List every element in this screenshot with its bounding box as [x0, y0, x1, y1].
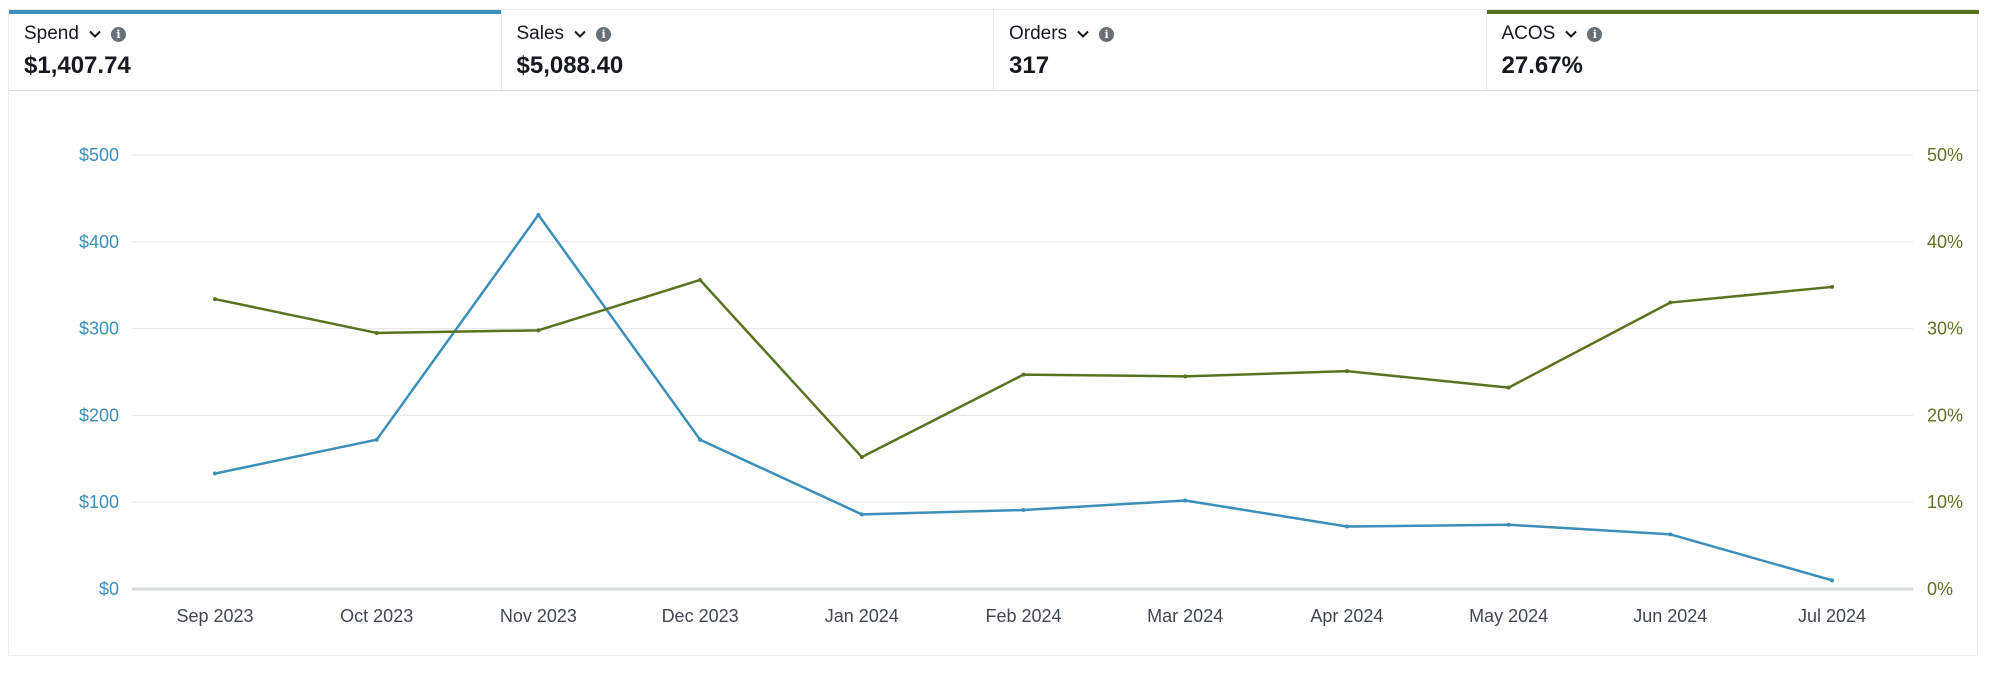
data-point-acos: [213, 297, 217, 302]
chevron-down-icon[interactable]: [87, 26, 103, 42]
metric-spend[interactable]: Spend i $1,407.74: [9, 10, 502, 90]
x-tick-label: Apr 2024: [1310, 606, 1383, 626]
data-point-acos: [1830, 284, 1834, 289]
x-tick-label: Feb 2024: [985, 606, 1061, 626]
data-point-spend: [536, 212, 541, 217]
info-icon[interactable]: i: [110, 26, 126, 42]
x-tick-label: Dec 2023: [662, 606, 739, 626]
metric-acos-value: 27.67%: [1501, 52, 1583, 79]
data-point-spend: [698, 437, 703, 442]
y-right-tick-label: 0%: [1927, 579, 1953, 599]
chevron-down-icon[interactable]: [1563, 26, 1579, 42]
chevron-down-icon[interactable]: [1075, 26, 1091, 42]
data-point-spend: [374, 437, 379, 442]
series-line-spend: [214, 213, 1833, 582]
data-point-spend: [1506, 522, 1511, 527]
metric-orders[interactable]: Orders i 317: [994, 10, 1487, 90]
y-right-tick-label: 50%: [1927, 145, 1963, 165]
y-left-tick-label: $300: [79, 319, 119, 339]
metric-sales[interactable]: Sales i $5,088.40: [502, 10, 994, 90]
data-point-spend: [1830, 578, 1834, 583]
y-right-tick-label: 40%: [1927, 232, 1963, 252]
data-point-spend: [1668, 532, 1673, 537]
metric-spend-value: $1,407.74: [24, 52, 131, 79]
x-tick-label: Oct 2023: [340, 606, 413, 626]
metric-orders-value: 317: [1009, 52, 1050, 79]
data-point-spend: [1344, 524, 1349, 529]
x-tick-label: May 2024: [1469, 606, 1548, 626]
data-point-acos: [1506, 385, 1511, 390]
metric-acos-indicator: [1486, 10, 1979, 14]
data-point-acos: [859, 455, 864, 460]
data-point-spend: [859, 512, 864, 517]
info-icon[interactable]: i: [1587, 26, 1603, 42]
metric-tabs: Spend i $1,407.74 Sales i $5,088.40 Orde…: [9, 10, 1979, 91]
metric-orders-label: Orders: [1009, 23, 1068, 44]
metric-sales-label: Sales: [516, 23, 565, 44]
data-point-acos: [374, 330, 379, 335]
x-tick-label: Jan 2024: [825, 606, 899, 626]
data-point-spend: [1183, 498, 1188, 503]
y-left-tick-label: $200: [79, 405, 119, 425]
x-tick-label: Mar 2024: [1147, 606, 1223, 626]
y-right-tick-label: 30%: [1927, 319, 1963, 339]
x-tick-label: Jun 2024: [1633, 606, 1707, 626]
data-point-acos: [1668, 300, 1673, 305]
y-left-tick-label: $500: [79, 145, 119, 165]
chart-panel: Spend i $1,407.74 Sales i $5,088.40 Orde…: [8, 9, 1979, 656]
info-icon[interactable]: i: [1099, 26, 1115, 42]
info-icon[interactable]: i: [596, 26, 612, 42]
y-left-tick-label: $400: [79, 232, 119, 252]
y-left-tick-label: $100: [79, 492, 119, 512]
data-point-acos: [1344, 369, 1349, 374]
data-point-acos: [1183, 374, 1188, 379]
chevron-down-icon[interactable]: [572, 26, 588, 42]
series-line-acos: [214, 278, 1833, 459]
data-point-spend: [1021, 508, 1026, 513]
data-point-acos: [1021, 372, 1026, 377]
y-right-tick-label: 10%: [1927, 492, 1963, 512]
y-left-tick-label: $0: [99, 579, 119, 599]
metric-acos-label: ACOS: [1501, 23, 1556, 44]
data-point-spend: [213, 471, 217, 476]
x-tick-label: Jul 2024: [1798, 606, 1866, 626]
metric-spend-indicator: [9, 10, 501, 14]
y-right-tick-label: 20%: [1927, 405, 1963, 425]
data-point-acos: [536, 328, 541, 333]
data-point-acos: [698, 277, 703, 282]
metric-sales-value: $5,088.40: [516, 52, 624, 79]
metric-acos[interactable]: ACOS i 27.67%: [1486, 10, 1980, 90]
x-tick-label: Nov 2023: [500, 606, 577, 626]
x-tick-label: Sep 2023: [176, 606, 253, 626]
line-chart: $0 $100 $200 $300 $400 $500 0% 10% 20% 30% 40% 50% S…: [79, 145, 1963, 626]
metric-spend-label: Spend: [24, 23, 79, 44]
